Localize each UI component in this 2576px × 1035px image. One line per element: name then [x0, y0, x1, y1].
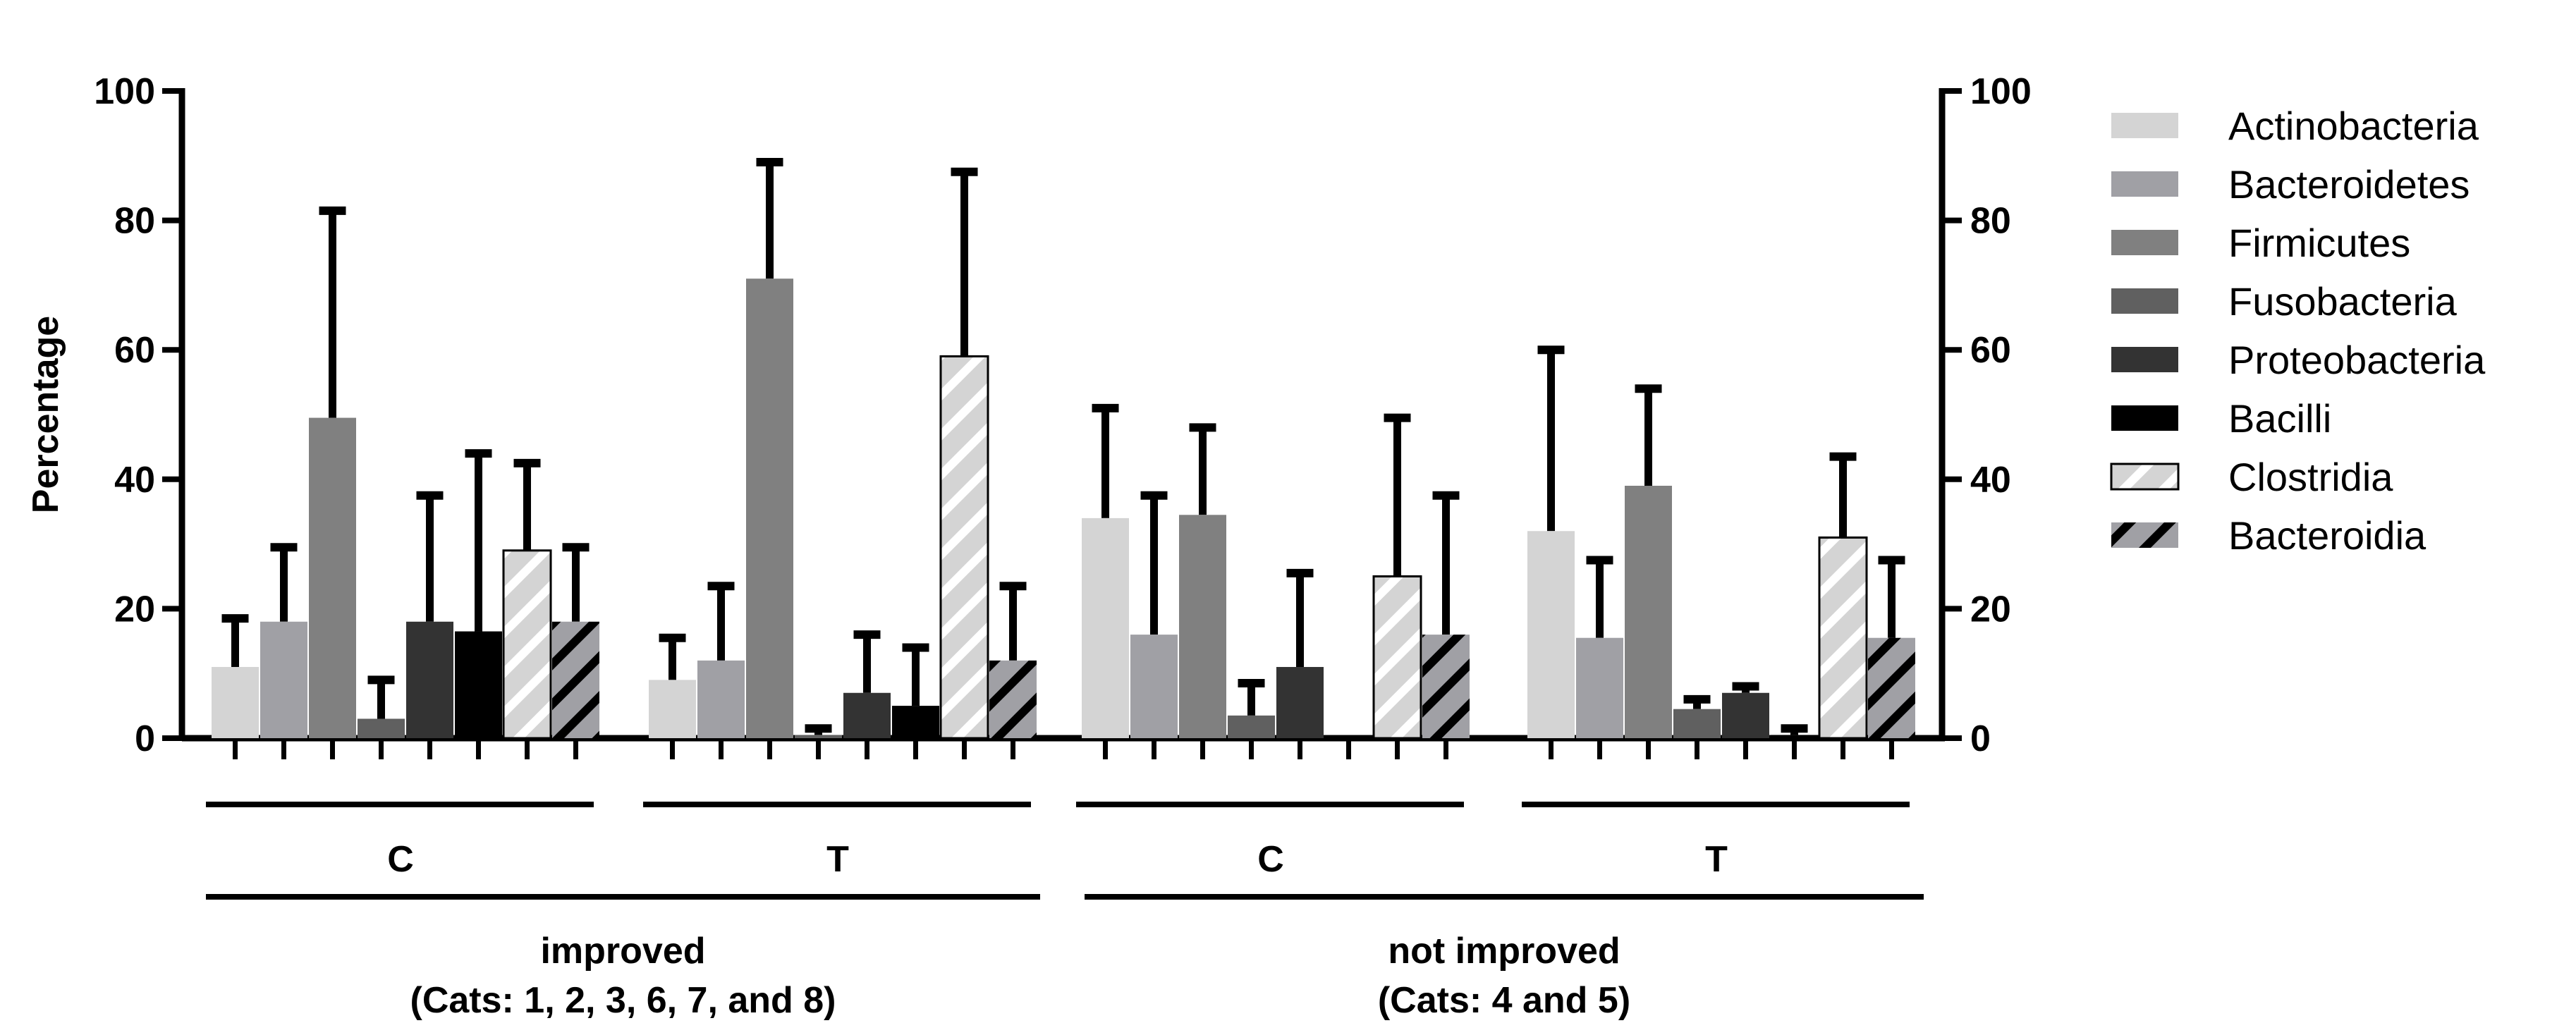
bar-bacteroidetes	[260, 621, 307, 738]
right-y-tick-label: 20	[1970, 589, 2011, 630]
bar-bacteroidetes	[1576, 637, 1623, 738]
bar-firmicutes	[746, 278, 793, 739]
bar-fusobacteria	[795, 735, 842, 738]
group-sublabel: (Cats: 4 and 5)	[1378, 980, 1630, 1021]
bar-actinobacteria	[1527, 531, 1575, 738]
bar-bacilli	[892, 706, 939, 738]
bar-bacteroidetes	[1130, 635, 1178, 738]
right-y-tick-label: 100	[1970, 71, 2032, 112]
right-y-tick-label: 60	[1970, 330, 2011, 371]
legend-swatch	[2111, 113, 2178, 138]
bar-clostridia	[1818, 536, 1868, 740]
legend-swatch	[2111, 171, 2178, 197]
bar-bacteroidia	[552, 621, 599, 738]
group-label: improved	[540, 931, 705, 972]
bar-actinobacteria	[649, 680, 696, 738]
legend-swatch	[2111, 288, 2178, 314]
right-y-tick-label: 80	[1970, 201, 2011, 242]
bar-fusobacteria	[358, 718, 405, 738]
legend: Actinobacteria Bacteroidetes Firmicutes Fus…	[2110, 104, 2486, 558]
legend-swatch	[2111, 347, 2178, 372]
legend-swatch	[2110, 463, 2180, 491]
subgroup-label: T	[1705, 839, 1728, 880]
right-y-tick-label: 0	[1970, 718, 1991, 759]
left-y-tick-label: 0	[135, 718, 155, 759]
bar-bacilli	[1771, 735, 1818, 738]
legend-label: Proteobacteria	[2228, 338, 2486, 382]
bar-firmicutes	[1179, 515, 1226, 738]
legend-label: Firmicutes	[2228, 221, 2410, 265]
legend-label: Clostridia	[2228, 455, 2393, 499]
bar-fusobacteria	[1673, 709, 1721, 738]
legend-label: Bacteroidia	[2228, 513, 2427, 558]
legend-label: Fusobacteria	[2228, 279, 2458, 324]
bar-bacteroidia	[989, 660, 1037, 738]
bar-bacteroidetes	[697, 660, 745, 738]
bar-bacteroidia	[1422, 635, 1470, 738]
bar-clostridia	[939, 355, 989, 740]
right-y-tick-label: 40	[1970, 460, 2011, 501]
bar-firmicutes	[309, 417, 356, 738]
bar-proteobacteria	[1722, 692, 1769, 738]
bar-bacteroidia	[1868, 637, 1915, 738]
left-y-tick-label: 40	[114, 460, 155, 501]
bar-actinobacteria	[212, 667, 259, 738]
subgroup-label: C	[1257, 839, 1284, 880]
group-sublabel: (Cats: 1, 2, 3, 6, 7, and 8)	[410, 980, 836, 1021]
group-label: not improved	[1388, 931, 1620, 972]
bar-bacilli	[455, 631, 502, 738]
legend-label: Bacilli	[2228, 396, 2331, 441]
bar-clostridia	[502, 549, 552, 740]
left-y-tick-label: 100	[94, 71, 155, 112]
legend-label: Actinobacteria	[2228, 104, 2479, 148]
left-y-tick-label: 80	[114, 201, 155, 242]
bar-firmicutes	[1625, 485, 1672, 738]
subgroup-label: T	[826, 839, 849, 880]
bar-clostridia	[1372, 575, 1422, 740]
legend-swatch	[2111, 230, 2178, 255]
bar-proteobacteria	[843, 692, 891, 738]
left-y-tick-label: 20	[114, 589, 155, 630]
left-y-tick-label: 60	[114, 330, 155, 371]
bar-actinobacteria	[1082, 518, 1129, 738]
legend-swatch	[2111, 405, 2178, 431]
bar-proteobacteria	[406, 621, 453, 738]
legend-swatch	[2111, 522, 2178, 548]
legend-label: Bacteroidetes	[2228, 162, 2470, 207]
bar-fusobacteria	[1228, 715, 1275, 738]
y-axis-label: Percentage	[25, 316, 66, 513]
bar-proteobacteria	[1276, 667, 1324, 738]
subgroup-label: C	[387, 839, 414, 880]
